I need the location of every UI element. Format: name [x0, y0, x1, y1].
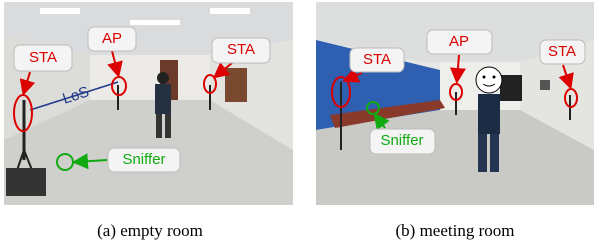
- label: Sniffer: [380, 132, 423, 149]
- label: AP: [449, 33, 469, 50]
- label: AP: [102, 30, 122, 47]
- label: Sniffer: [122, 151, 165, 168]
- label: STA: [29, 49, 57, 66]
- figure: STA AP STA LoS Sniffer (a) empty room: [0, 0, 595, 246]
- photo-empty-room: [4, 2, 293, 205]
- label: STA: [548, 43, 576, 60]
- caption: (b) meeting room: [396, 221, 515, 240]
- caption: (a) empty room: [97, 221, 203, 240]
- label: STA: [227, 41, 255, 58]
- label: STA: [363, 51, 391, 68]
